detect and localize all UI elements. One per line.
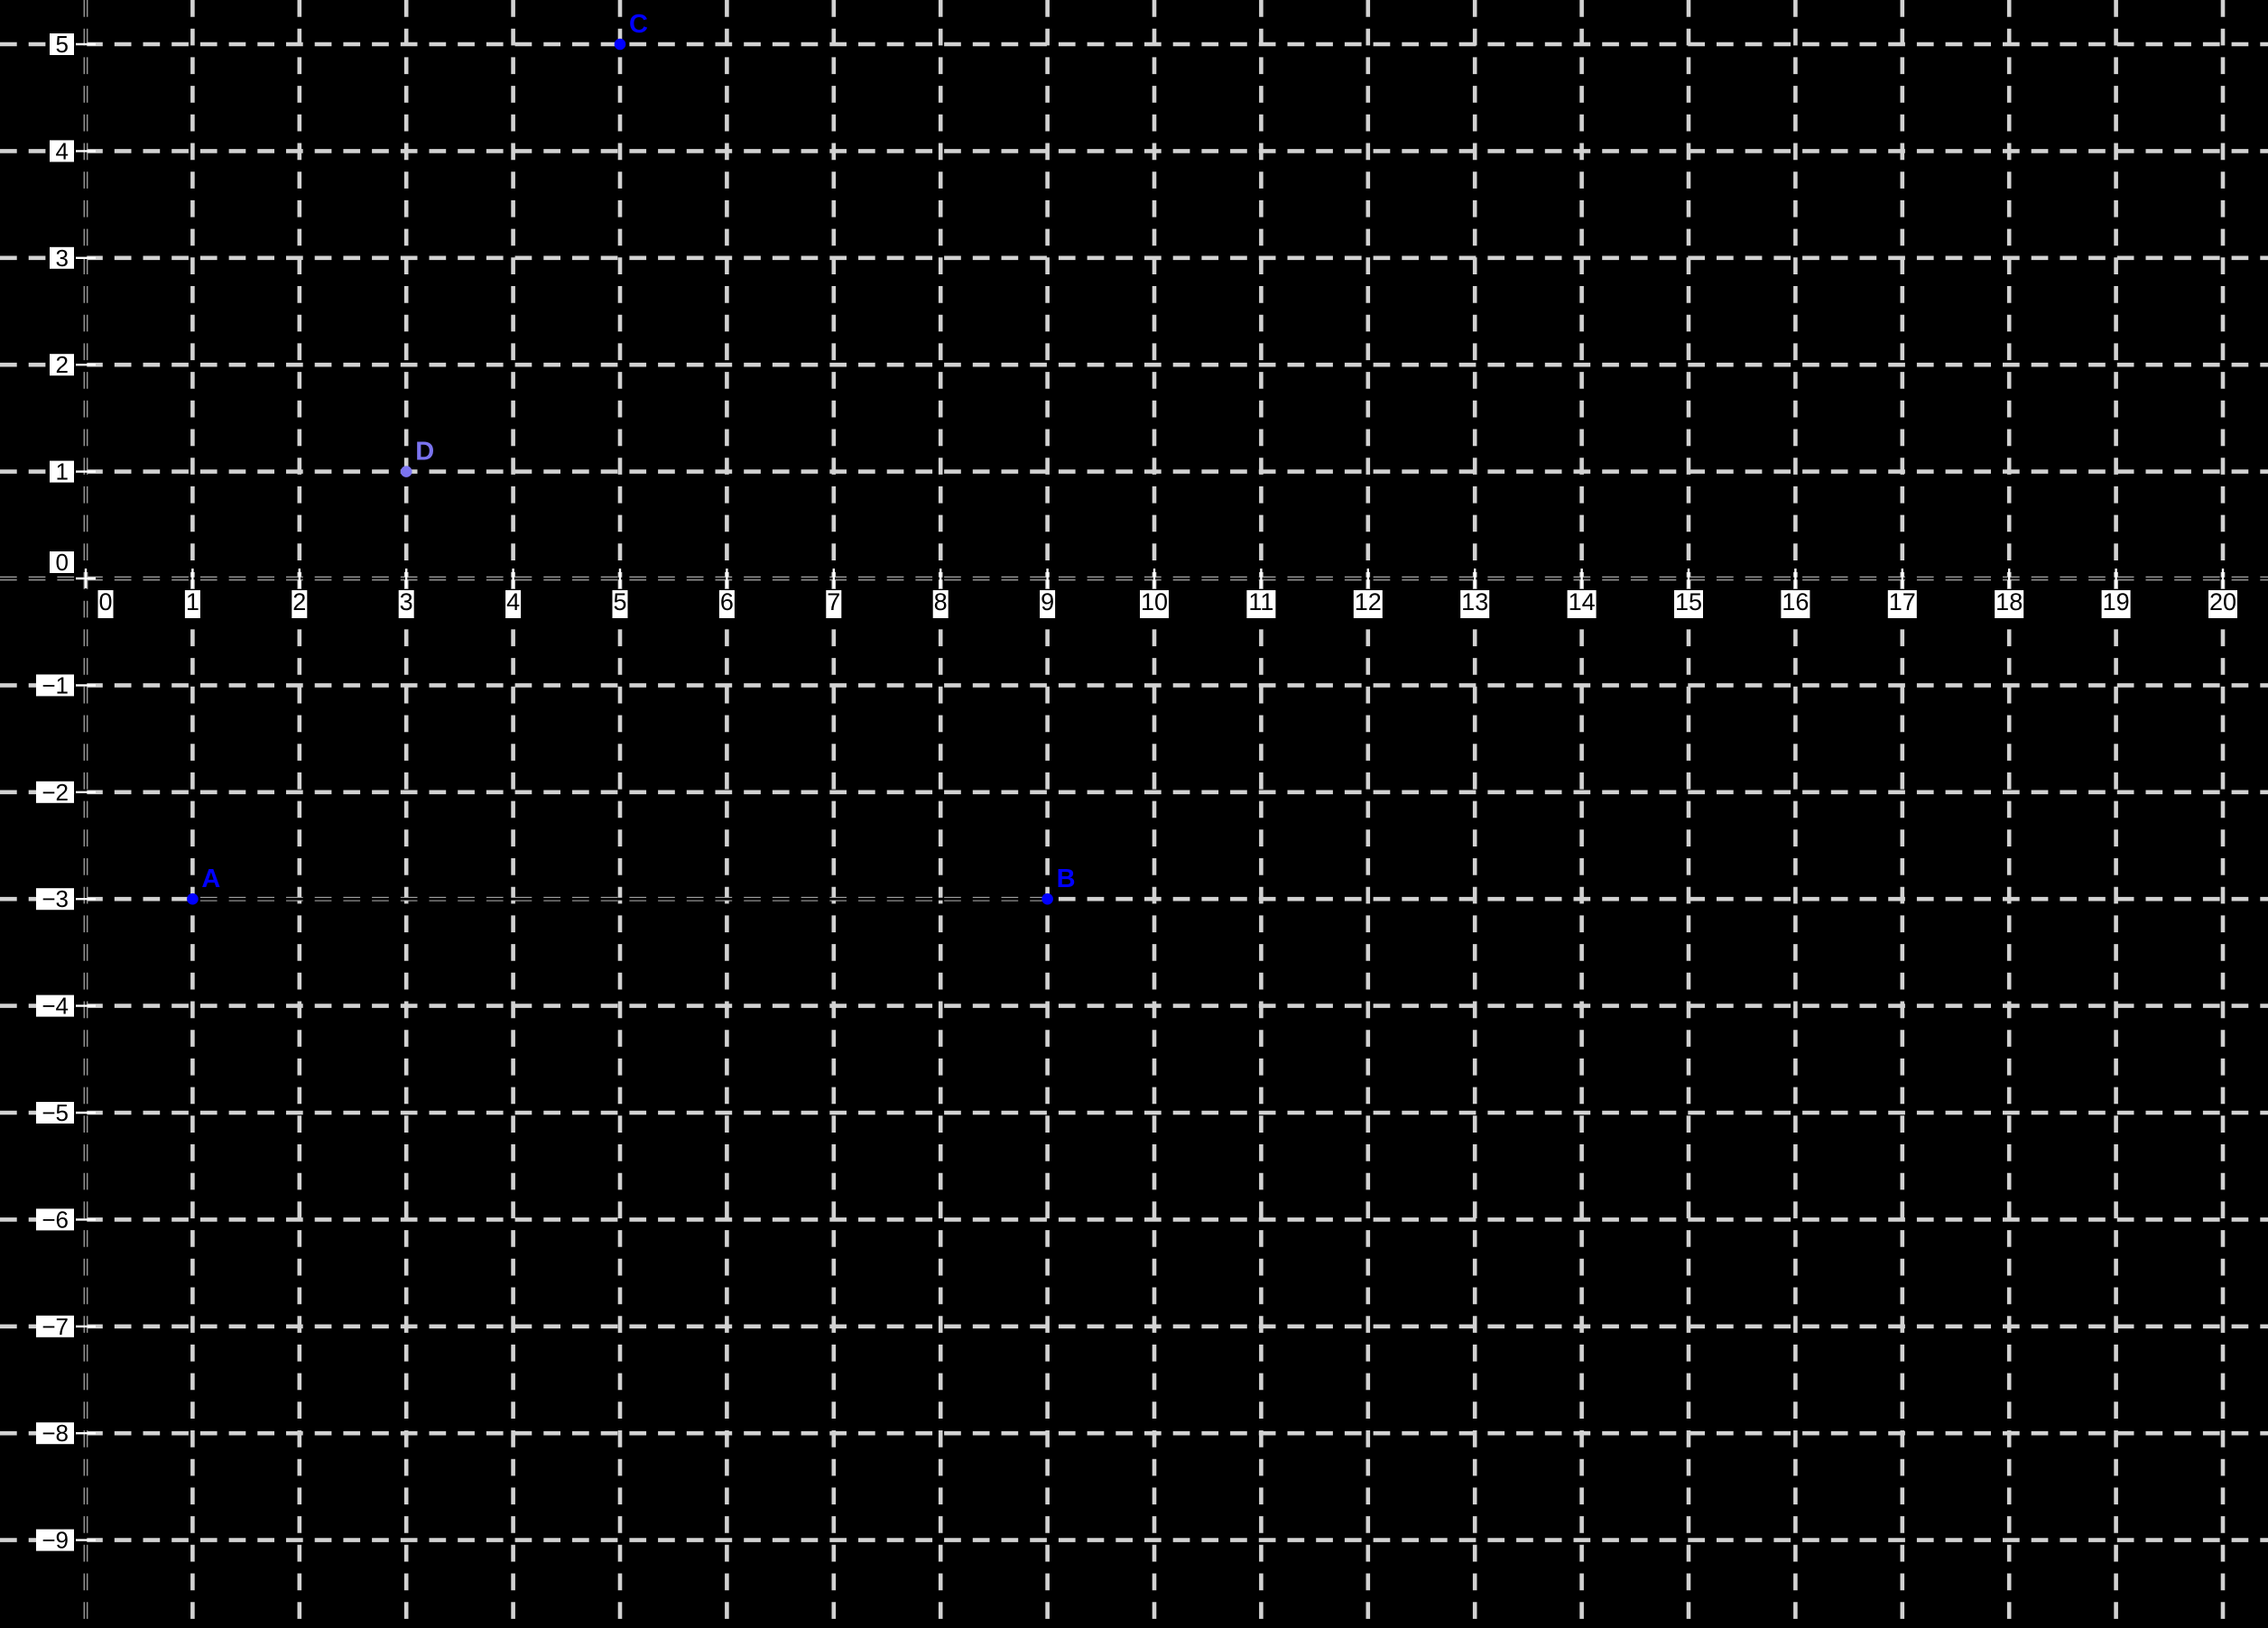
y-tick-label-box-0 xyxy=(50,551,74,573)
y-tick-label-box--8 xyxy=(36,1422,74,1445)
x-tick-label-box-10 xyxy=(1140,590,1169,618)
y-tick-label-0: 0 xyxy=(56,549,69,576)
point-label-D[interactable]: D xyxy=(415,438,434,467)
x-tick-label-16: 16 xyxy=(1782,588,1809,615)
x-tick-label-17: 17 xyxy=(1889,588,1916,615)
x-tick-label-box-8 xyxy=(932,590,949,618)
x-tick-label-box-0 xyxy=(97,590,114,618)
x-tick-label-15: 15 xyxy=(1675,588,1702,615)
point-label-A[interactable]: A xyxy=(201,865,220,893)
x-tick-label-box-16 xyxy=(1781,590,1810,618)
x-tick-label-box-18 xyxy=(1995,590,2024,618)
x-tick-label-19: 19 xyxy=(2103,588,2130,615)
x-tick-label-box-9 xyxy=(1040,590,1056,618)
point-label-B[interactable]: B xyxy=(1057,865,1076,893)
point-label-C[interactable]: C xyxy=(629,10,648,39)
x-tick-label-9: 9 xyxy=(1041,588,1054,615)
x-tick-label-box-7 xyxy=(826,590,842,618)
point-C[interactable] xyxy=(614,38,626,51)
x-tick-label-box-12 xyxy=(1353,590,1383,618)
point-B[interactable] xyxy=(1041,893,1053,905)
y-tick-label-box-2 xyxy=(50,354,74,376)
x-tick-label-box-2 xyxy=(292,590,308,618)
x-tick-label-box-20 xyxy=(2208,590,2237,618)
x-tick-label-box-1 xyxy=(184,590,200,618)
x-tick-label-box-14 xyxy=(1567,590,1597,618)
x-tick-label-0: 0 xyxy=(98,588,112,615)
x-tick-label-box-19 xyxy=(2101,590,2131,618)
x-tick-label-14: 14 xyxy=(1569,588,1596,615)
y-tick-label-box--2 xyxy=(36,781,74,803)
y-tick-label--8: −8 xyxy=(42,1420,69,1447)
y-tick-label-box--7 xyxy=(36,1315,74,1337)
y-tick-label-2: 2 xyxy=(56,351,69,378)
x-tick-label-box-5 xyxy=(612,590,628,618)
x-tick-label-3: 3 xyxy=(400,588,413,615)
y-tick-label--7: −7 xyxy=(42,1313,69,1340)
y-tick-label--1: −1 xyxy=(42,671,69,698)
y-tick-label-box--4 xyxy=(36,994,74,1017)
y-tick-label-box-1 xyxy=(50,460,74,483)
y-tick-label-box--9 xyxy=(36,1529,74,1551)
x-tick-label-18: 18 xyxy=(1995,588,2023,615)
y-tick-label-box-4 xyxy=(50,140,74,162)
y-tick-label-4: 4 xyxy=(56,137,69,164)
x-tick-label-box-15 xyxy=(1674,590,1703,618)
x-tick-label-13: 13 xyxy=(1461,588,1488,615)
y-tick-label-1: 1 xyxy=(56,458,69,486)
x-tick-label-1: 1 xyxy=(186,588,199,615)
y-tick-label--3: −3 xyxy=(42,885,69,912)
x-tick-label-2: 2 xyxy=(292,588,306,615)
x-tick-label-12: 12 xyxy=(1355,588,1382,615)
y-tick-label-box-3 xyxy=(50,246,74,269)
x-tick-label-box-4 xyxy=(505,590,522,618)
x-tick-label-box-13 xyxy=(1460,590,1490,618)
y-tick-label-3: 3 xyxy=(56,245,69,272)
y-tick-label-box--3 xyxy=(36,888,74,911)
point-A[interactable] xyxy=(187,893,199,905)
x-tick-label-4: 4 xyxy=(506,588,520,615)
x-tick-label-7: 7 xyxy=(827,588,840,615)
x-tick-label-6: 6 xyxy=(720,588,734,615)
x-tick-label-20: 20 xyxy=(2209,588,2236,615)
y-tick-label--5: −5 xyxy=(42,1099,69,1126)
x-tick-label-10: 10 xyxy=(1141,588,1168,615)
y-tick-label--9: −9 xyxy=(42,1527,69,1554)
x-tick-label-box-17 xyxy=(1887,590,1917,618)
y-tick-label-box--6 xyxy=(36,1208,74,1231)
x-tick-label-11: 11 xyxy=(1248,588,1273,615)
point-D[interactable] xyxy=(400,466,412,477)
y-tick-label--4: −4 xyxy=(42,993,69,1020)
x-tick-label-box-11 xyxy=(1246,590,1276,618)
y-tick-label-box--5 xyxy=(36,1102,74,1124)
x-tick-label-5: 5 xyxy=(613,588,626,615)
y-tick-label--2: −2 xyxy=(42,779,69,806)
y-tick-label--6: −6 xyxy=(42,1206,69,1233)
x-tick-label-8: 8 xyxy=(934,588,948,615)
x-tick-label-box-6 xyxy=(718,590,735,618)
y-tick-label-box-5 xyxy=(50,33,74,55)
x-tick-label-box-3 xyxy=(398,590,414,618)
y-tick-label-box--1 xyxy=(36,674,74,697)
y-tick-label-5: 5 xyxy=(56,31,69,58)
